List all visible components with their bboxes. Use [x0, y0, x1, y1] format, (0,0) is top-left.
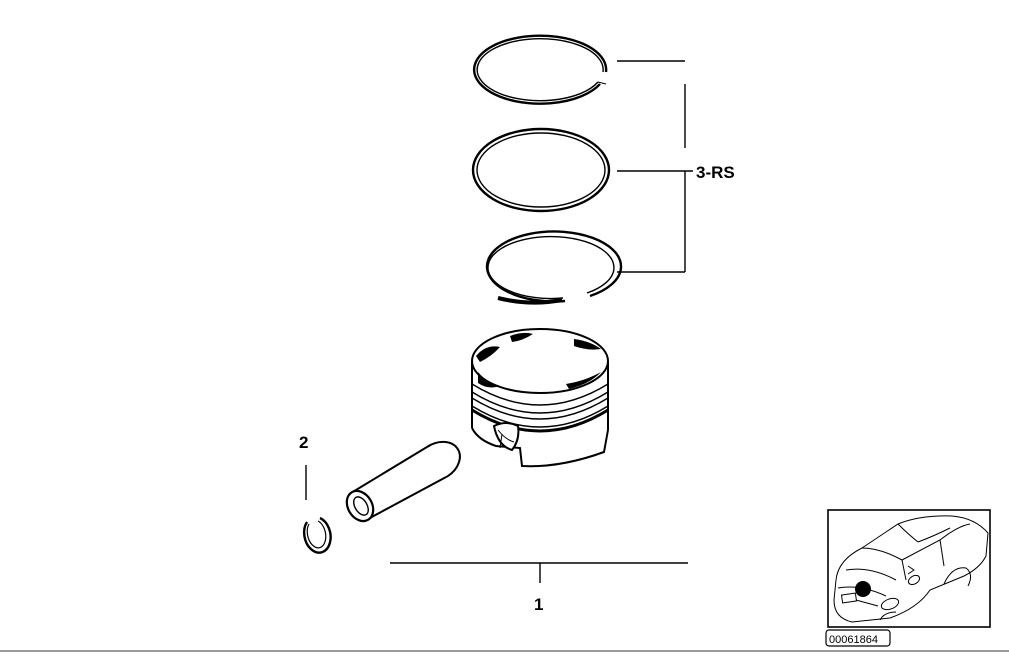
- reference-number-label: 00061864: [825, 629, 891, 647]
- vehicle-locator-thumbnail: [827, 509, 991, 628]
- bottom-divider: [0, 650, 1009, 652]
- callout-snap-ring[interactable]: 2: [299, 433, 308, 452]
- reference-number: 00061864: [829, 634, 878, 646]
- piston-ring-bottom[interactable]: [485, 230, 623, 305]
- car-outline-icon: [833, 515, 989, 623]
- ring-set-leader-lines: [617, 60, 693, 273]
- piston-pin[interactable]: [341, 440, 461, 526]
- piston-set-leader-lines: [390, 562, 688, 583]
- piston-ring-top[interactable]: [473, 34, 608, 105]
- callout-ring-set[interactable]: 3-RS: [696, 163, 735, 182]
- piston-ring-middle[interactable]: [471, 127, 611, 213]
- location-marker-icon: [855, 581, 871, 597]
- piston[interactable]: [471, 328, 609, 468]
- callout-piston-set[interactable]: 1: [534, 595, 543, 614]
- snap-ring[interactable]: [302, 516, 332, 554]
